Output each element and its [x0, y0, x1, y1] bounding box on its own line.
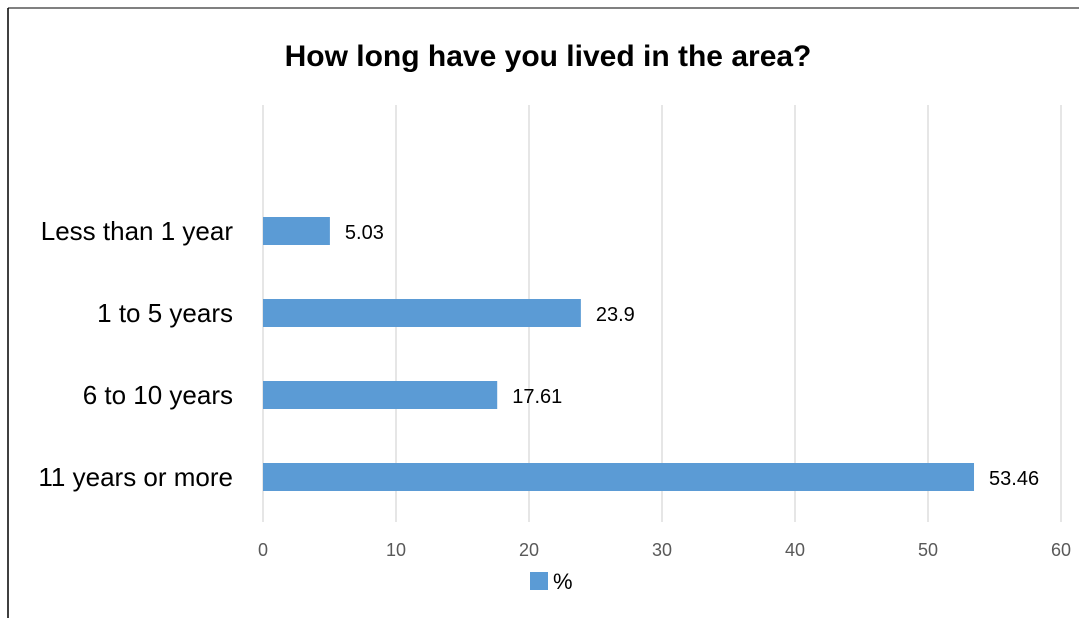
bar — [263, 381, 498, 409]
category-label: Less than 1 year — [41, 216, 234, 246]
category-labels: Less than 1 year 1 to 5 years 6 to 10 year… — [38, 216, 233, 492]
chart-title: How long have you lived in the area? — [285, 40, 812, 73]
x-tick-label: 0 — [258, 540, 268, 560]
x-axis-ticks: 0 10 20 30 40 50 60 — [258, 540, 1071, 560]
x-tick-label: 20 — [519, 540, 539, 560]
data-labels: 5.03 23.9 17.61 53.46 — [345, 222, 1039, 490]
category-label: 6 to 10 years — [83, 380, 233, 410]
x-tick-label: 30 — [652, 540, 672, 560]
x-tick-label: 50 — [918, 540, 938, 560]
x-tick-label: 60 — [1051, 540, 1071, 560]
bars — [263, 217, 975, 491]
legend: % — [530, 569, 573, 594]
x-tick-label: 10 — [386, 540, 406, 560]
category-label: 1 to 5 years — [97, 298, 233, 328]
bar — [263, 299, 581, 327]
data-label: 53.46 — [989, 468, 1039, 490]
category-label: 11 years or more — [38, 462, 233, 492]
legend-swatch — [530, 572, 548, 590]
data-label: 17.61 — [512, 386, 562, 408]
data-label: 23.9 — [596, 304, 635, 326]
bar — [263, 463, 975, 491]
bar — [263, 217, 330, 245]
data-label: 5.03 — [345, 222, 384, 244]
legend-label: % — [553, 569, 573, 594]
x-tick-label: 40 — [785, 540, 805, 560]
